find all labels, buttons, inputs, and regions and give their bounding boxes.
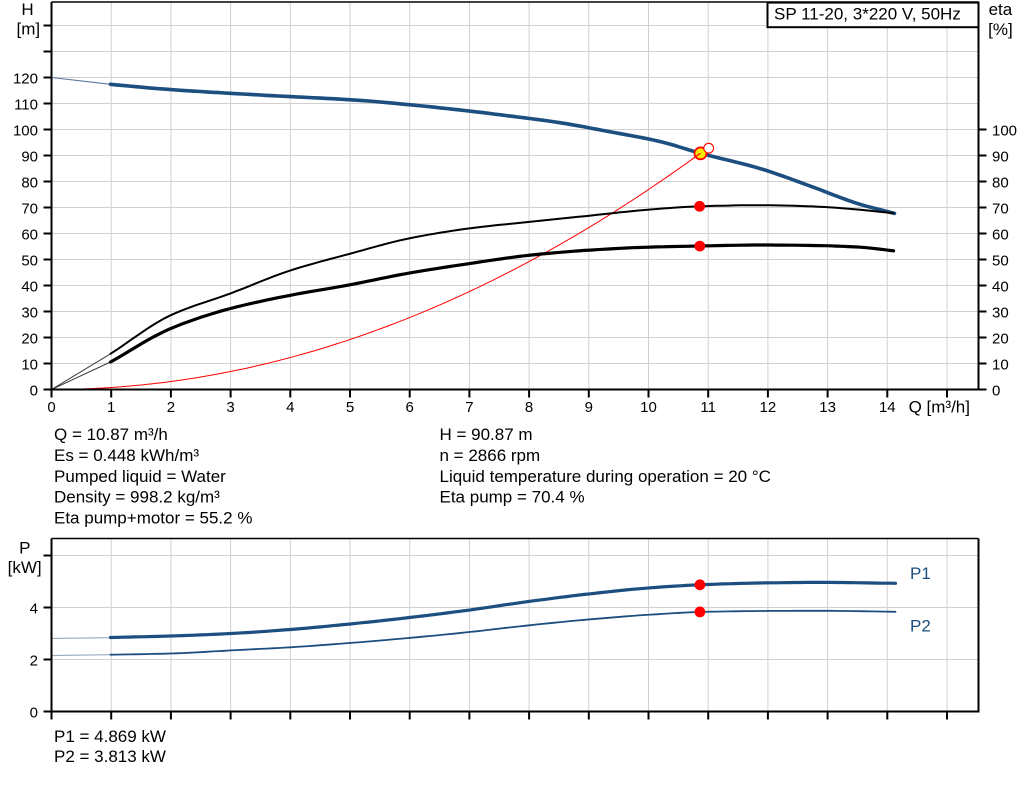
svg-text:[m]: [m] [16, 20, 40, 39]
svg-text:70: 70 [21, 201, 38, 218]
svg-text:Q [m³/h]: Q [m³/h] [909, 397, 970, 416]
svg-text:6: 6 [406, 399, 414, 416]
svg-text:P2 = 3.813 kW: P2 = 3.813 kW [54, 747, 166, 766]
svg-text:Density = 998.2 kg/m³: Density = 998.2 kg/m³ [54, 488, 220, 507]
svg-text:10: 10 [992, 357, 1009, 374]
svg-text:120: 120 [13, 71, 38, 88]
svg-text:0: 0 [47, 399, 55, 416]
svg-text:P2: P2 [910, 617, 931, 636]
svg-text:3: 3 [226, 399, 234, 416]
svg-text:1: 1 [107, 399, 115, 416]
svg-text:90: 90 [21, 149, 38, 166]
svg-text:Q = 10.87 m³/h: Q = 10.87 m³/h [54, 425, 168, 444]
svg-text:30: 30 [992, 305, 1009, 322]
svg-text:10: 10 [21, 357, 38, 374]
svg-text:SP 11-20, 3*220 V, 50Hz: SP 11-20, 3*220 V, 50Hz [774, 4, 961, 23]
svg-text:5: 5 [346, 399, 354, 416]
svg-text:11: 11 [700, 399, 716, 416]
svg-text:Liquid temperature during oper: Liquid temperature during operation = 20… [440, 467, 771, 486]
svg-text:Pumped liquid = Water: Pumped liquid = Water [54, 467, 226, 486]
svg-text:4: 4 [286, 399, 294, 416]
svg-text:P: P [19, 539, 30, 558]
svg-text:0: 0 [30, 705, 38, 722]
svg-text:110: 110 [14, 97, 38, 114]
svg-text:0: 0 [992, 383, 1000, 400]
svg-text:100: 100 [13, 123, 38, 140]
svg-text:2: 2 [167, 399, 175, 416]
svg-text:90: 90 [992, 149, 1009, 166]
svg-text:50: 50 [21, 253, 38, 270]
svg-text:14: 14 [879, 399, 896, 416]
svg-text:20: 20 [21, 331, 38, 348]
svg-text:4: 4 [30, 601, 38, 618]
svg-text:20: 20 [992, 331, 1009, 348]
svg-text:2: 2 [30, 653, 38, 670]
svg-text:80: 80 [21, 175, 38, 192]
svg-text:13: 13 [819, 399, 836, 416]
svg-text:80: 80 [992, 175, 1009, 192]
svg-text:P1: P1 [910, 564, 931, 583]
svg-text:50: 50 [992, 253, 1009, 270]
svg-text:n = 2866 rpm: n = 2866 rpm [440, 446, 541, 465]
svg-text:Es = 0.448 kWh/m³: Es = 0.448 kWh/m³ [54, 446, 199, 465]
svg-text:60: 60 [992, 227, 1009, 244]
svg-text:Eta pump+motor = 55.2 %: Eta pump+motor = 55.2 % [54, 509, 252, 528]
svg-text:[%]: [%] [988, 20, 1013, 39]
svg-text:7: 7 [465, 399, 473, 416]
svg-text:8: 8 [525, 399, 533, 416]
svg-text:100: 100 [992, 123, 1017, 140]
svg-text:[kW]: [kW] [8, 558, 42, 577]
svg-text:10: 10 [640, 399, 657, 416]
svg-text:40: 40 [21, 279, 38, 296]
svg-text:0: 0 [30, 383, 38, 400]
svg-text:P1 = 4.869 kW: P1 = 4.869 kW [54, 727, 166, 746]
svg-text:12: 12 [760, 399, 777, 416]
svg-text:9: 9 [585, 399, 593, 416]
svg-text:60: 60 [21, 227, 38, 244]
svg-text:30: 30 [21, 305, 38, 322]
svg-text:70: 70 [992, 201, 1009, 218]
svg-text:40: 40 [992, 279, 1009, 296]
svg-text:eta: eta [989, 0, 1013, 19]
svg-text:H = 90.87 m: H = 90.87 m [440, 425, 533, 444]
svg-text:Eta pump = 70.4 %: Eta pump = 70.4 % [440, 488, 585, 507]
svg-text:H: H [21, 0, 33, 19]
